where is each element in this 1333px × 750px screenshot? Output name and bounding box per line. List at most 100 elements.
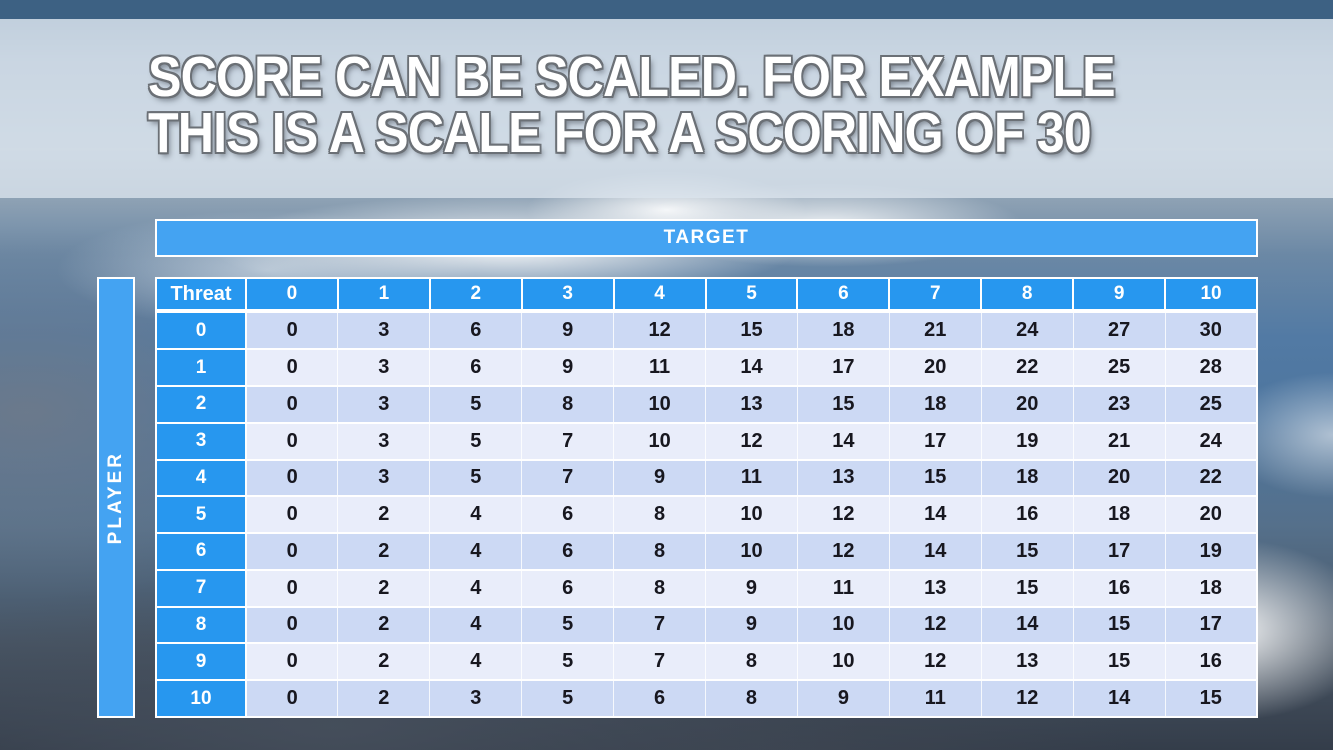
value-cell: 4	[429, 606, 523, 645]
value-cell: 3	[337, 349, 431, 387]
table-row: 5 0 2 4 6 8 10 12 14 16 18 20	[156, 496, 1257, 535]
value-cell: 5	[521, 680, 615, 717]
value-cell: 14	[889, 496, 982, 535]
value-cell: 22	[981, 349, 1074, 387]
value-cell: 12	[797, 496, 890, 535]
row-header-cell: 4	[156, 459, 247, 498]
value-cell: 10	[705, 496, 798, 535]
table-row: 3 0 3 5 7 10 12 14 17 19 21 24	[156, 422, 1257, 461]
value-cell: 18	[889, 386, 982, 424]
value-cell: 3	[337, 459, 431, 498]
value-cell: 16	[1165, 643, 1257, 682]
value-cell: 8	[613, 496, 707, 535]
value-cell: 0	[246, 569, 339, 608]
value-cell: 15	[797, 386, 890, 424]
col-header-cell: 4	[613, 278, 707, 313]
value-cell: 18	[1165, 569, 1257, 608]
target-axis-bar: TARGET	[155, 219, 1258, 257]
value-cell: 17	[797, 349, 890, 387]
col-header-cell: 0	[246, 278, 339, 313]
value-cell: 20	[889, 349, 982, 387]
row-header-cell: 2	[156, 386, 247, 424]
value-cell: 10	[705, 533, 798, 571]
value-cell: 12	[981, 680, 1074, 717]
value-cell: 19	[981, 422, 1074, 461]
value-cell: 0	[246, 606, 339, 645]
value-cell: 25	[1165, 386, 1257, 424]
value-cell: 17	[889, 422, 982, 461]
value-cell: 18	[1073, 496, 1166, 535]
value-cell: 23	[1073, 386, 1166, 424]
value-cell: 5	[429, 422, 523, 461]
value-cell: 11	[889, 680, 982, 717]
slide-title: SCORE CAN BE SCALED. FOR EXAMPLE THIS IS…	[148, 45, 1116, 165]
col-header-cell: 10	[1165, 278, 1257, 313]
value-cell: 18	[981, 459, 1074, 498]
value-cell: 0	[246, 311, 339, 351]
value-cell: 7	[613, 606, 707, 645]
value-cell: 13	[981, 643, 1074, 682]
value-cell: 28	[1165, 349, 1257, 387]
value-cell: 11	[613, 349, 707, 387]
slide-title-line1: SCORE CAN BE SCALED. FOR EXAMPLE	[148, 45, 1116, 109]
value-cell: 2	[337, 569, 431, 608]
value-cell: 21	[889, 311, 982, 351]
value-cell: 0	[246, 422, 339, 461]
value-cell: 15	[981, 533, 1074, 571]
value-cell: 24	[1165, 422, 1257, 461]
value-cell: 15	[889, 459, 982, 498]
value-cell: 8	[705, 643, 798, 682]
value-cell: 9	[705, 606, 798, 645]
score-table: Threat 0 1 2 3 4 5 6 7 8 9 10 0 0 3 6 9 12 15 18 21 24 27 30 1 0 3…	[155, 277, 1258, 718]
player-axis-bar: PLAYER	[97, 277, 135, 718]
row-header-cell: 5	[156, 496, 247, 535]
row-header-cell: 0	[156, 311, 247, 351]
row-header-cell: 1	[156, 349, 247, 387]
value-cell: 10	[797, 643, 890, 682]
table-row: 2 0 3 5 8 10 13 15 18 20 23 25	[156, 386, 1257, 424]
slide-title-line2: THIS IS A SCALE FOR A SCORING OF 30	[148, 101, 1092, 165]
value-cell: 10	[613, 386, 707, 424]
value-cell: 0	[246, 643, 339, 682]
col-header-cell: 8	[981, 278, 1075, 313]
value-cell: 8	[613, 533, 707, 571]
value-cell: 17	[1073, 533, 1166, 571]
value-cell: 2	[337, 533, 431, 571]
value-cell: 11	[797, 569, 890, 608]
top-strip	[0, 0, 1333, 19]
value-cell: 6	[521, 533, 615, 571]
value-cell: 6	[521, 496, 615, 535]
col-header-cell: 1	[337, 278, 431, 313]
value-cell: 0	[246, 459, 339, 498]
value-cell: 15	[1165, 680, 1257, 717]
title-band: SCORE CAN BE SCALED. FOR EXAMPLE THIS IS…	[0, 19, 1333, 198]
col-header-cell: 3	[521, 278, 615, 313]
value-cell: 17	[1165, 606, 1257, 645]
value-cell: 20	[1073, 459, 1166, 498]
value-cell: 8	[521, 386, 615, 424]
value-cell: 5	[429, 386, 523, 424]
value-cell: 9	[521, 349, 615, 387]
value-cell: 15	[1073, 606, 1166, 645]
value-cell: 3	[429, 680, 523, 717]
value-cell: 3	[337, 386, 431, 424]
value-cell: 2	[337, 496, 431, 535]
table-row: 8 0 2 4 5 7 9 10 12 14 15 17	[156, 606, 1257, 645]
value-cell: 12	[613, 311, 707, 351]
header-row: Threat 0 1 2 3 4 5 6 7 8 9 10	[156, 278, 1257, 313]
row-header-cell: 10	[156, 680, 247, 717]
value-cell: 9	[705, 569, 798, 608]
value-cell: 15	[981, 569, 1074, 608]
value-cell: 7	[613, 643, 707, 682]
row-header-cell: 7	[156, 569, 247, 608]
value-cell: 5	[521, 643, 615, 682]
value-cell: 2	[337, 606, 431, 645]
row-header-cell: 3	[156, 422, 247, 461]
row-header-cell: 8	[156, 606, 247, 645]
row-header-cell: 9	[156, 643, 247, 682]
value-cell: 14	[1073, 680, 1166, 717]
target-axis-label: TARGET	[663, 227, 750, 248]
value-cell: 19	[1165, 533, 1257, 571]
value-cell: 2	[337, 643, 431, 682]
